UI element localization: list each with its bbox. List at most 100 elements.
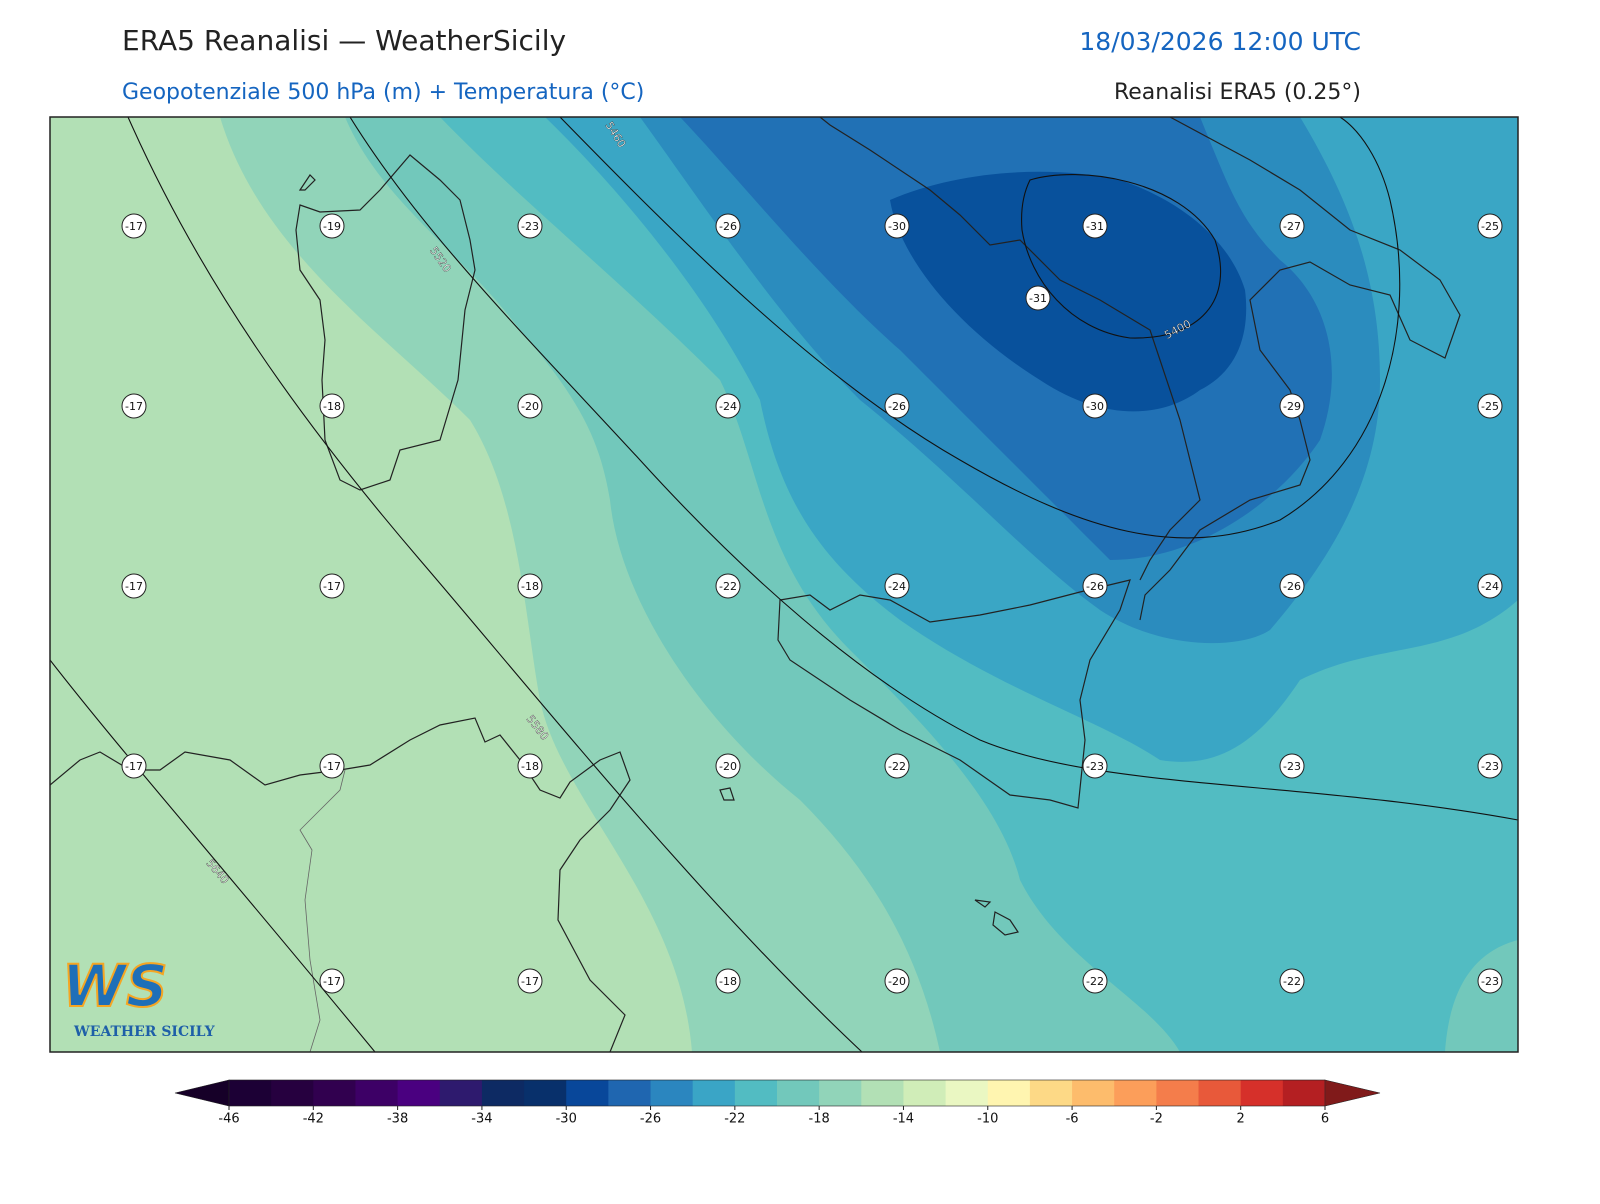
temperature-marker: [715, 393, 741, 419]
map-frame: [49, 116, 1519, 1053]
coastline: [1139, 117, 1461, 621]
temperature-marker: [319, 573, 345, 599]
temperature-label: -22: [1279, 968, 1305, 994]
colorbar-bin: [987, 1080, 1031, 1106]
temperature-value: -31: [1029, 292, 1047, 305]
temperature-value: -22: [1086, 975, 1104, 988]
logo-name: WEATHER SICILY: [73, 1024, 216, 1040]
temperature-label: -23: [1477, 753, 1503, 779]
temperature-value: -23: [1283, 760, 1301, 773]
colorbar-tick-label: 2: [1237, 1112, 1245, 1127]
coastline: [50, 717, 631, 1052]
temperature-marker: [1025, 285, 1051, 311]
temperature-marker: [715, 968, 741, 994]
temperature-label: -31: [1025, 285, 1051, 311]
temperature-marker: [319, 753, 345, 779]
temperature-value: -29: [1283, 400, 1301, 413]
colorbar-bin: [692, 1080, 736, 1106]
temperature-marker: [319, 393, 345, 419]
colorbar-bin: [1072, 1080, 1115, 1106]
temperature-value: -17: [323, 975, 341, 988]
temperature-label: -24: [715, 393, 741, 419]
temperature-value: -24: [1481, 580, 1499, 593]
colorbar-bin: [945, 1080, 989, 1106]
temperature-label: -27: [1279, 213, 1305, 239]
temperature-marker: [1082, 393, 1108, 419]
coastline: [819, 117, 1201, 581]
temperature-value: -22: [1283, 975, 1301, 988]
colorbar-bin: [566, 1080, 609, 1106]
temperature-marker: [884, 753, 910, 779]
temperature-marker: [1477, 213, 1503, 239]
temperature-marker: [121, 393, 147, 419]
temperature-value: -25: [1481, 220, 1499, 233]
temperature-marker: [121, 573, 147, 599]
temperature-label: -17: [319, 968, 345, 994]
temperature-label: -23: [1082, 753, 1108, 779]
temperature-value: -26: [1086, 580, 1104, 593]
temperature-marker: [884, 213, 910, 239]
temperature-label: -20: [715, 753, 741, 779]
temperature-marker: [121, 753, 147, 779]
temperature-value: -23: [1481, 975, 1499, 988]
temperature-marker: [517, 968, 543, 994]
temperature-marker: [517, 393, 543, 419]
temperature-value: -26: [719, 220, 737, 233]
temperature-marker: [319, 968, 345, 994]
coastline: [295, 154, 476, 491]
temperature-value: -22: [719, 580, 737, 593]
temperature-label: -18: [517, 573, 543, 599]
temperature-value: -17: [125, 580, 143, 593]
temperature-label: -30: [884, 213, 910, 239]
colorbar-tick-label: -46: [218, 1112, 239, 1127]
temperature-label: -29: [1279, 393, 1305, 419]
temperature-label: -25: [1477, 393, 1503, 419]
temperature-value: -23: [1481, 760, 1499, 773]
temperature-value: -17: [125, 760, 143, 773]
temperature-label: -17: [121, 753, 147, 779]
colorbar-tick-label: -18: [809, 1112, 830, 1127]
colorbar-tick-label: -38: [387, 1112, 408, 1127]
subtitle: Geopotenziale 500 hPa (m) + Temperatura …: [122, 80, 644, 105]
colorbar-tick-label: 6: [1321, 1112, 1329, 1127]
colorbar-bin: [903, 1080, 947, 1106]
isohypse: [127, 117, 863, 1052]
temperature-label: -17: [121, 213, 147, 239]
colorbar-under: [174, 1079, 230, 1107]
temperature-marker: [1279, 573, 1305, 599]
temperature-value: -18: [719, 975, 737, 988]
temperature-value: -22: [888, 760, 906, 773]
colorbar-bin: [650, 1080, 694, 1106]
temperature-value: -18: [521, 760, 539, 773]
colorbar-bin: [524, 1080, 567, 1106]
temperature-label: -17: [517, 968, 543, 994]
colorbar-bin: [355, 1080, 399, 1106]
temperature-marker: [1279, 213, 1305, 239]
temperature-value: -24: [888, 580, 906, 593]
colorbar-bin: [734, 1080, 778, 1106]
temperature-label: -20: [517, 393, 543, 419]
temperature-label: -26: [884, 393, 910, 419]
temperature-marker: [1082, 573, 1108, 599]
temperature-label: -23: [1279, 753, 1305, 779]
temperature-value: -17: [125, 220, 143, 233]
temperature-marker: [1279, 753, 1305, 779]
temperature-label: -22: [1082, 968, 1108, 994]
colorbar-tick-label: -22: [724, 1112, 745, 1127]
colorbar-bin: [1156, 1080, 1200, 1106]
coastline: [298, 174, 1019, 936]
temperature-value: -18: [521, 580, 539, 593]
temperature-label: -17: [319, 753, 345, 779]
colorbar-tick-label: -34: [471, 1112, 492, 1127]
temperature-label: -24: [884, 573, 910, 599]
temperature-value: -26: [1283, 580, 1301, 593]
colorbar-bin: [777, 1080, 820, 1106]
temperature-marker: [1477, 573, 1503, 599]
temperature-label: -18: [319, 393, 345, 419]
temperature-label: -26: [1082, 573, 1108, 599]
temperature-marker: [121, 213, 147, 239]
temperature-label: -17: [319, 573, 345, 599]
temperature-label: -17: [121, 393, 147, 419]
